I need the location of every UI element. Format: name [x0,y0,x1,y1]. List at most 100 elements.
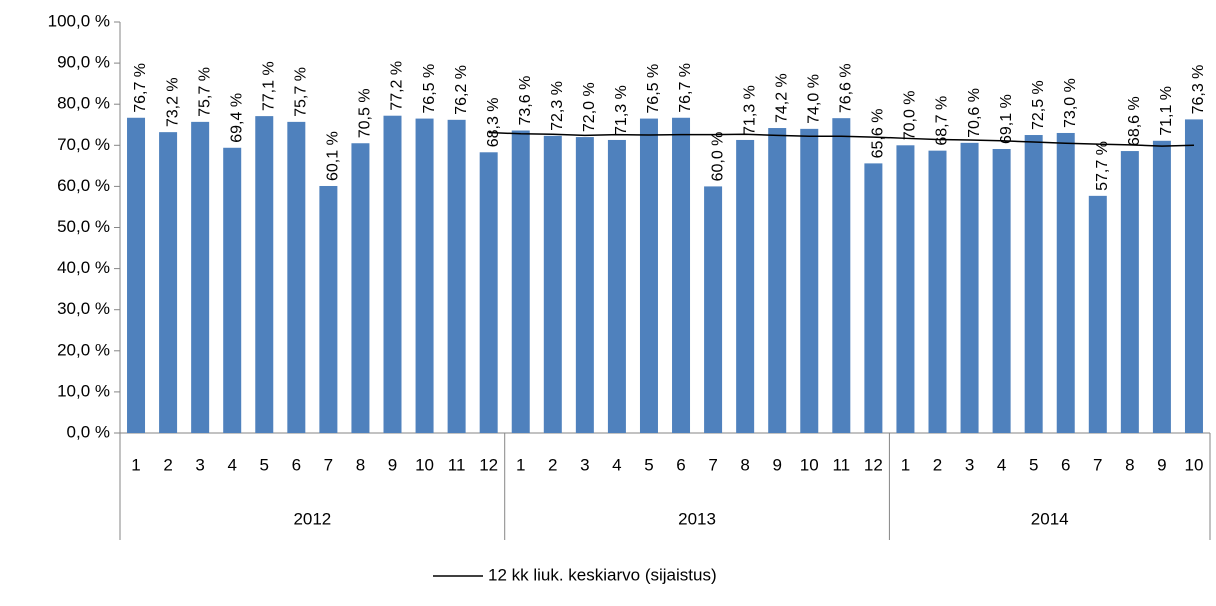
y-tick-label: 10,0 % [57,381,110,400]
x-tick-label: 7 [1093,455,1102,474]
bar [255,116,274,433]
data-label: 76,2 % [453,65,470,115]
bar [960,142,979,434]
data-label: 71,3 % [741,85,758,135]
bar [543,135,562,434]
x-tick-label: 5 [644,455,653,474]
bar [864,163,883,433]
data-label: 75,7 % [293,67,310,117]
bar [223,147,242,434]
data-label: 74,2 % [773,73,790,123]
x-tick-label: 2 [163,455,172,474]
group-label: 2014 [1031,509,1069,528]
x-tick-label: 7 [324,455,333,474]
data-label: 71,3 % [613,85,630,135]
data-label: 70,6 % [966,88,983,138]
x-tick-label: 11 [448,455,466,474]
data-label: 73,6 % [517,76,534,126]
bar [607,139,626,433]
y-tick-label: 70,0 % [57,135,110,154]
data-label: 69,1 % [998,94,1015,144]
data-label: 76,7 % [132,63,149,113]
bar [383,115,402,433]
x-tick-label: 2 [548,455,557,474]
y-tick-label: 60,0 % [57,176,110,195]
x-tick-label: 8 [356,455,365,474]
data-label: 73,2 % [164,77,181,127]
bar [896,145,915,434]
data-label: 73,0 % [1062,78,1079,128]
data-label: 57,7 % [1094,141,1111,191]
data-label: 68,6 % [1126,96,1143,146]
data-label: 70,0 % [902,90,919,140]
x-tick-label: 4 [227,455,236,474]
bar [639,118,658,434]
x-tick-label: 1 [131,455,140,474]
x-tick-label: 9 [1157,455,1166,474]
bar [1024,135,1043,433]
bar [832,118,851,433]
bar [511,130,530,433]
x-tick-label: 6 [676,455,685,474]
group-label: 2012 [293,509,331,528]
x-tick-label: 11 [832,455,850,474]
data-label: 76,3 % [1190,65,1207,115]
x-tick-label: 8 [740,455,749,474]
x-tick-label: 10 [1185,455,1204,474]
x-tick-label: 9 [388,455,397,474]
data-label: 72,3 % [549,81,566,131]
bar [351,143,370,433]
x-tick-label: 3 [195,455,204,474]
bar [479,152,498,434]
y-tick-label: 20,0 % [57,340,110,359]
x-tick-label: 4 [997,455,1006,474]
bar [575,137,594,433]
x-tick-label: 10 [415,455,434,474]
x-tick-label: 1 [516,455,525,474]
y-tick-label: 40,0 % [57,258,110,277]
bar [736,139,755,433]
bar [672,117,691,433]
x-tick-label: 3 [580,455,589,474]
x-tick-label: 10 [800,455,819,474]
bar [1184,119,1203,434]
data-label: 65,6 % [870,109,887,159]
y-tick-label: 0,0 % [67,422,110,441]
y-tick-label: 100,0 % [48,11,110,30]
y-tick-label: 50,0 % [57,217,110,236]
bar [928,150,947,433]
x-tick-label: 1 [901,455,910,474]
data-label: 76,7 % [677,63,694,113]
bar [159,132,178,433]
x-tick-label: 4 [612,455,621,474]
data-label: 76,6 % [838,63,855,113]
bar [800,128,819,434]
bar [191,121,210,434]
data-label: 60,0 % [709,132,726,182]
x-tick-label: 7 [708,455,717,474]
data-label: 69,4 % [228,93,245,143]
data-label: 68,3 % [485,97,502,147]
data-label: 77,2 % [389,61,406,111]
average-line [488,131,1194,147]
bar [1056,132,1075,433]
bar [992,148,1011,433]
legend-label: 12 kk liuk. keskiarvo (sijaistus) [488,565,717,584]
x-tick-label: 12 [864,455,883,474]
bar [447,119,466,434]
bar [1120,151,1139,433]
data-label: 72,5 % [1030,80,1047,130]
x-tick-label: 6 [1061,455,1070,474]
y-tick-label: 30,0 % [57,299,110,318]
x-tick-label: 6 [292,455,301,474]
bar [1088,195,1107,433]
data-label: 76,5 % [645,64,662,114]
data-label: 72,0 % [581,82,598,132]
data-label: 71,1 % [1158,86,1175,136]
bar [704,186,723,433]
bar [768,128,787,433]
data-label: 70,5 % [357,88,374,138]
bar [415,118,434,434]
